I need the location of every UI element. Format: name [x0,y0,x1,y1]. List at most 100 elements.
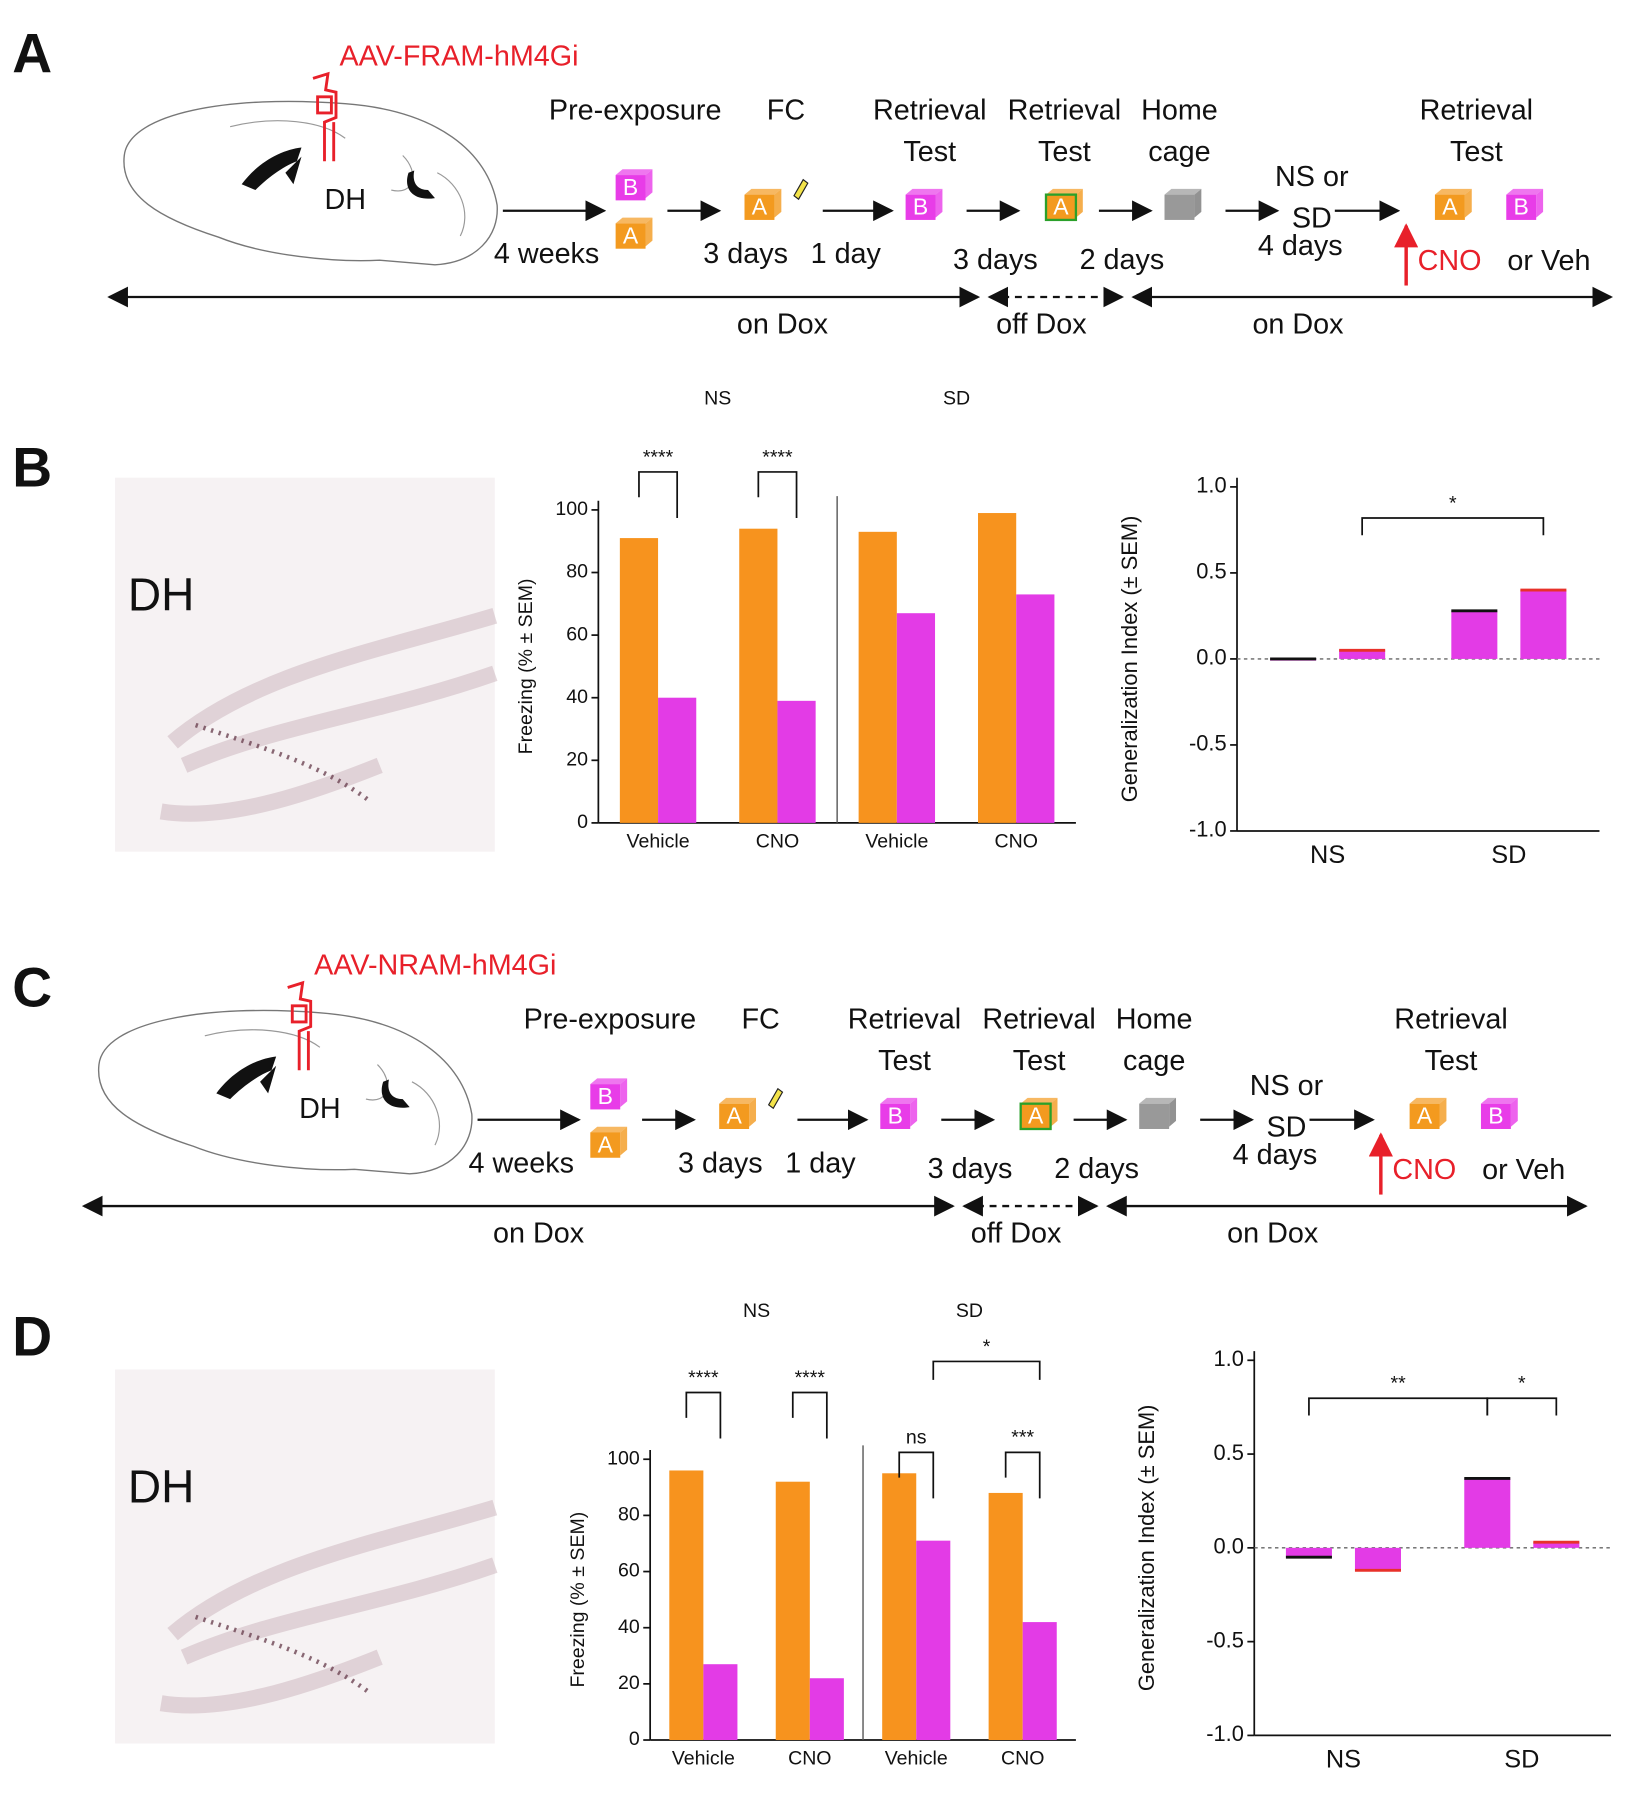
context-box-top [880,1097,918,1104]
context-letter: B [1488,1103,1503,1129]
significance-label: **** [762,446,793,468]
context-box-side [774,188,782,218]
timeline: AAV-FRAM-hM4Gi DH Pre-exposure FC Retrieval T… [107,40,1614,340]
context-box-top [590,1126,628,1133]
stage-label: Retrieval [1420,94,1533,126]
bar [777,700,816,823]
context-box-top [905,188,943,195]
panel-letter: D [12,1305,52,1367]
context-box-top [1139,1097,1177,1104]
duration-label: 4 days [1258,230,1343,262]
y-tick-label: 0.5 [1196,559,1226,584]
duration-label: 1 day [811,238,882,270]
duration-label: 4 weeks [494,238,599,270]
bar [619,538,659,823]
duration-label: 3 days [678,1147,763,1179]
significance-label: * [1449,492,1457,514]
context-box [1434,194,1465,220]
duration-label: 1 day [785,1147,856,1179]
context-box-side [645,169,653,199]
group-label: SD [943,388,970,410]
context-letter: B [913,194,928,220]
duration-label: 2 days [1054,1153,1139,1185]
context-box-top [719,1097,757,1104]
y-tick-label: 20 [566,748,588,770]
y-tick-label: -1.0 [1206,1721,1244,1746]
x-tick-label: Vehicle [885,1748,948,1770]
stage-label: Test [1013,1045,1066,1077]
y-tick-label: 1.0 [1214,1346,1244,1371]
dox-label: on Dox [1252,308,1344,340]
context-box-side [620,1078,628,1108]
bar [669,1470,704,1741]
region-label: DH [128,1460,194,1512]
duration-label: 3 days [928,1153,1013,1185]
context-box-side [1439,1097,1447,1127]
x-tick-label: CNO [994,831,1037,853]
injection [312,71,338,162]
bar [1354,1547,1401,1571]
stage-label: SD [1267,1112,1307,1144]
context-letter: B [1514,194,1529,220]
context-box-top [744,188,782,195]
stage-label: Retrieval [982,1003,1095,1035]
stage-label: Test [1038,136,1091,168]
context-box [1044,193,1078,222]
x-tick-label: SD [1504,1745,1539,1773]
stage-label: FC [767,94,805,126]
stage-label: Home [1116,1003,1193,1035]
stage-label: cage [1123,1045,1185,1077]
significance-bracket [1308,1397,1489,1416]
bar [978,513,1017,823]
bar [1285,1547,1332,1558]
bar [858,531,897,823]
y-tick-label: 80 [566,561,588,583]
region-label: DH [128,569,194,621]
region-label: DH [299,1093,341,1125]
significance-bracket [757,471,798,518]
bar [1520,590,1567,659]
histology-layer [159,1499,498,1714]
dox-label: off Dox [996,308,1087,340]
context-letter: A [752,194,768,220]
context-box-side [910,1097,918,1127]
context-box-side [645,217,653,247]
context-letter: A [1417,1103,1433,1129]
context-box-side [620,1126,628,1156]
context-box [1164,194,1195,220]
context-box [615,175,646,201]
stage-label: cage [1148,136,1210,168]
y-tick-label: 1.0 [1196,473,1226,498]
context-box [615,223,646,249]
y-tick-label: -0.5 [1206,1627,1244,1652]
context-letter: B [598,1083,613,1109]
context-box-side [1075,188,1083,218]
dox-label: off Dox [971,1217,1062,1249]
context-box-top [615,169,653,176]
bar [1339,650,1386,659]
stage-label: Retrieval [1008,94,1121,126]
bar [775,1481,810,1741]
x-tick-label: Vehicle [672,1748,735,1770]
context-box [1139,1103,1170,1129]
bar [916,1540,951,1741]
y-tick-label: 100 [555,498,588,520]
bar [739,528,778,823]
x-tick-label: CNO [1001,1748,1044,1770]
y-tick-label: 60 [618,1560,640,1582]
stage-label: Pre-exposure [524,1003,697,1035]
bar [1022,1622,1057,1741]
context-box [1019,1102,1052,1131]
x-tick-label: NS [1326,1745,1361,1773]
histology-cells [194,722,370,802]
hippocampus [241,147,435,199]
context-box-top [1045,188,1083,195]
bar [1464,1478,1511,1548]
stage-label: Retrieval [873,94,986,126]
context-box-top [590,1078,628,1085]
context-box [590,1084,621,1110]
virus-label: AAV-NRAM-hM4Gi [314,949,556,981]
stage-label: Test [878,1045,931,1077]
context-box-side [749,1097,757,1127]
y-tick-label: 40 [566,686,588,708]
